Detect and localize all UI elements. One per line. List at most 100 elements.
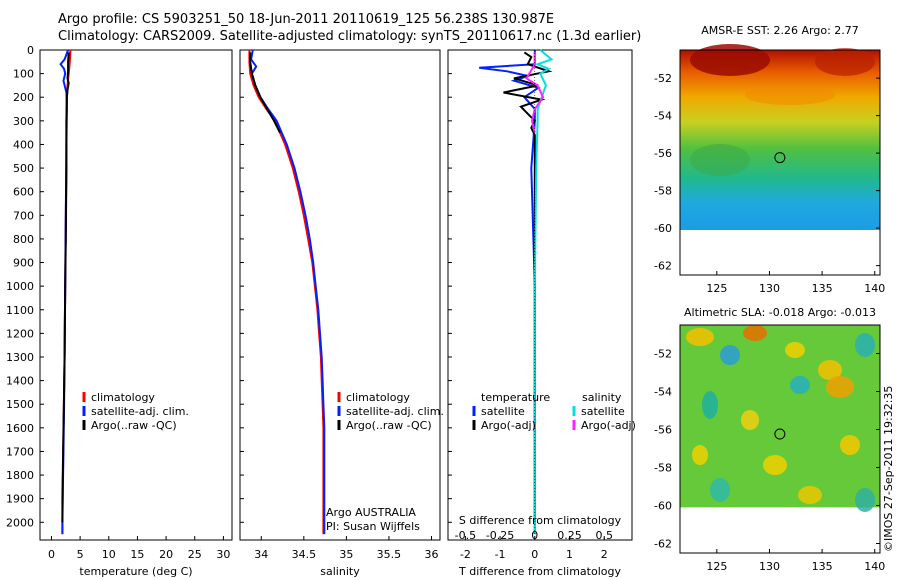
difference-profile-xtick-label: -1 — [495, 548, 506, 561]
difference-profile-frame — [447, 49, 633, 541]
sla-map-anomaly-blob — [741, 410, 759, 430]
temperature-profile-ytick-label: 900 — [13, 257, 34, 270]
difference-profile-series-temperature-argo-adj- — [503, 51, 553, 523]
sst-map-warm-blob — [690, 44, 770, 76]
diff-legend-title-temperature: temperature — [481, 391, 550, 404]
sst-map-ytick-label: -62 — [654, 260, 672, 273]
salinity-profile-xtick-label: 34 — [254, 548, 268, 561]
temperature-profile-ytick-label: 100 — [13, 68, 34, 81]
temperature-profile-ytick-label: 400 — [13, 138, 34, 151]
difference-profile-xlabel: T difference from climatology — [458, 565, 621, 578]
temperature-profile-xtick-label: 25 — [188, 548, 202, 561]
sla-map-anomaly-blob — [840, 435, 860, 455]
sla-map-anomaly-blob — [855, 333, 875, 357]
sla-map-ytick-label: -60 — [654, 500, 672, 513]
temperature-profile-ytick-label: 700 — [13, 209, 34, 222]
temperature-profile-ytick-label: 1900 — [6, 493, 34, 506]
sla-map-anomaly-blob — [743, 325, 767, 341]
temperature-profile-ytick-label: 1200 — [6, 327, 34, 340]
sla-map-anomaly-blob — [798, 486, 822, 504]
argo-annotation-line1: Argo AUSTRALIA — [326, 506, 416, 519]
sla-map-anomaly-blob — [855, 488, 875, 512]
diff-legend-temp-label: Argo(-adj) — [481, 419, 536, 432]
sla-map-xtick-label: 130 — [759, 560, 780, 573]
sla-map-xtick-label: 135 — [812, 560, 833, 573]
diff-legend-temp-label: satellite — [481, 405, 525, 418]
temp-legend-label: Argo(..raw -QC) — [91, 419, 177, 432]
temperature-profile-xtick-label: 20 — [159, 548, 173, 561]
salinity-profile-xlabel: salinity — [320, 565, 360, 578]
temperature-profile-ytick-label: 1500 — [6, 398, 34, 411]
salinity-profile-xtick-label: 35.5 — [377, 548, 402, 561]
sst-map-title: AMSR-E SST: 2.26 Argo: 2.77 — [701, 24, 859, 37]
diff-legend-sal-label: Argo(-adj) — [581, 419, 636, 432]
temperature-profile-ytick-label: 1600 — [6, 422, 34, 435]
salinity-profile-series-climatology — [248, 50, 325, 535]
salinity-profile-xtick-label: 36 — [424, 548, 438, 561]
temperature-profile-frame — [39, 49, 233, 541]
difference-profile-xtick-label: 2 — [601, 548, 608, 561]
sst-map-ytick-label: -54 — [654, 110, 672, 123]
temperature-profile-xtick-label: 30 — [216, 548, 230, 561]
difference-profile-xtick-label: 0 — [531, 548, 538, 561]
temperature-profile-xtick-label: 10 — [102, 548, 116, 561]
sal-legend-label: Argo(..raw -QC) — [346, 419, 432, 432]
difference-profile-xtick-label: -2 — [460, 548, 471, 561]
sla-map-anomaly-blob — [790, 376, 810, 394]
sla-map-anomaly-blob — [710, 478, 730, 502]
temperature-profile-ytick-label: 1300 — [6, 351, 34, 364]
diff-s-tick-label: 0 — [531, 529, 538, 542]
temperature-profile-ytick-label: 2000 — [6, 516, 34, 529]
sla-map-ytick-label: -58 — [654, 462, 672, 475]
sst-map-ytick-label: -56 — [654, 147, 672, 160]
temperature-profile-ytick-label: 200 — [13, 91, 34, 104]
diff-s-tick-label: 0.5 — [595, 529, 613, 542]
temperature-profile-ytick-label: 0 — [27, 44, 34, 57]
temperature-profile-ytick-label: 1000 — [6, 280, 34, 293]
sla-map-anomaly-blob — [702, 391, 718, 419]
difference-profile-xtick-label: 1 — [566, 548, 573, 561]
temp-legend-label: climatology — [91, 391, 155, 404]
temperature-profile-ytick-label: 1100 — [6, 304, 34, 317]
sla-map-anomaly-blob — [686, 328, 714, 346]
sla-map-xtick-label: 125 — [706, 560, 727, 573]
sla-map-frame — [679, 324, 881, 554]
figure-title-line2: Climatology: CARS2009. Satellite-adjuste… — [58, 29, 642, 44]
diff-s-tick-label: -0.5 — [455, 529, 476, 542]
temperature-profile-xtick-label: 15 — [130, 548, 144, 561]
sst-map-field — [680, 50, 880, 230]
diff-legend-sal-label: satellite — [581, 405, 625, 418]
sla-map-ytick-label: -62 — [654, 538, 672, 551]
diff-top-xlabel: S difference from climatology — [459, 514, 622, 527]
temperature-profile-xtick-label: 0 — [48, 548, 55, 561]
sst-map-argo-marker — [774, 152, 786, 164]
sla-map-xtick-label: 140 — [864, 560, 885, 573]
temperature-profile-ytick-label: 300 — [13, 115, 34, 128]
temperature-profile-xlabel: temperature (deg C) — [79, 565, 192, 578]
sal-legend-label: climatology — [346, 391, 410, 404]
temperature-profile-ytick-label: 800 — [13, 233, 34, 246]
salinity-profile-frame — [239, 49, 441, 541]
salinity-profile-xtick-label: 34.5 — [292, 548, 317, 561]
temperature-profile-xtick-label: 5 — [77, 548, 84, 561]
sst-map-ytick-label: -58 — [654, 185, 672, 198]
sla-map-anomaly-blob — [785, 342, 805, 358]
diff-s-tick-label: -0.25 — [486, 529, 514, 542]
sst-map-frame — [679, 49, 881, 276]
sst-map-xtick-label: 135 — [812, 282, 833, 295]
difference-profile-series-salinity-argo-adj- — [525, 52, 545, 133]
sst-map-warm-blob — [745, 85, 835, 105]
temperature-profile-ytick-label: 500 — [13, 162, 34, 175]
sst-map-xtick-label: 130 — [759, 282, 780, 295]
sst-map-ytick-label: -52 — [654, 72, 672, 85]
salinity-profile-series-argo-raw-qc- — [249, 52, 281, 134]
difference-profile-series-temperature-satellite — [479, 50, 541, 535]
temp-legend-label: satellite-adj. clim. — [91, 405, 189, 418]
salinity-profile-xtick-label: 35 — [339, 548, 353, 561]
diff-s-tick-label: 0.25 — [557, 529, 582, 542]
sal-legend-label: satellite-adj. clim. — [346, 405, 444, 418]
sla-map-anomaly-blob — [692, 445, 708, 465]
temperature-profile-ytick-label: 600 — [13, 186, 34, 199]
sla-map-anomaly-blob — [763, 455, 787, 475]
